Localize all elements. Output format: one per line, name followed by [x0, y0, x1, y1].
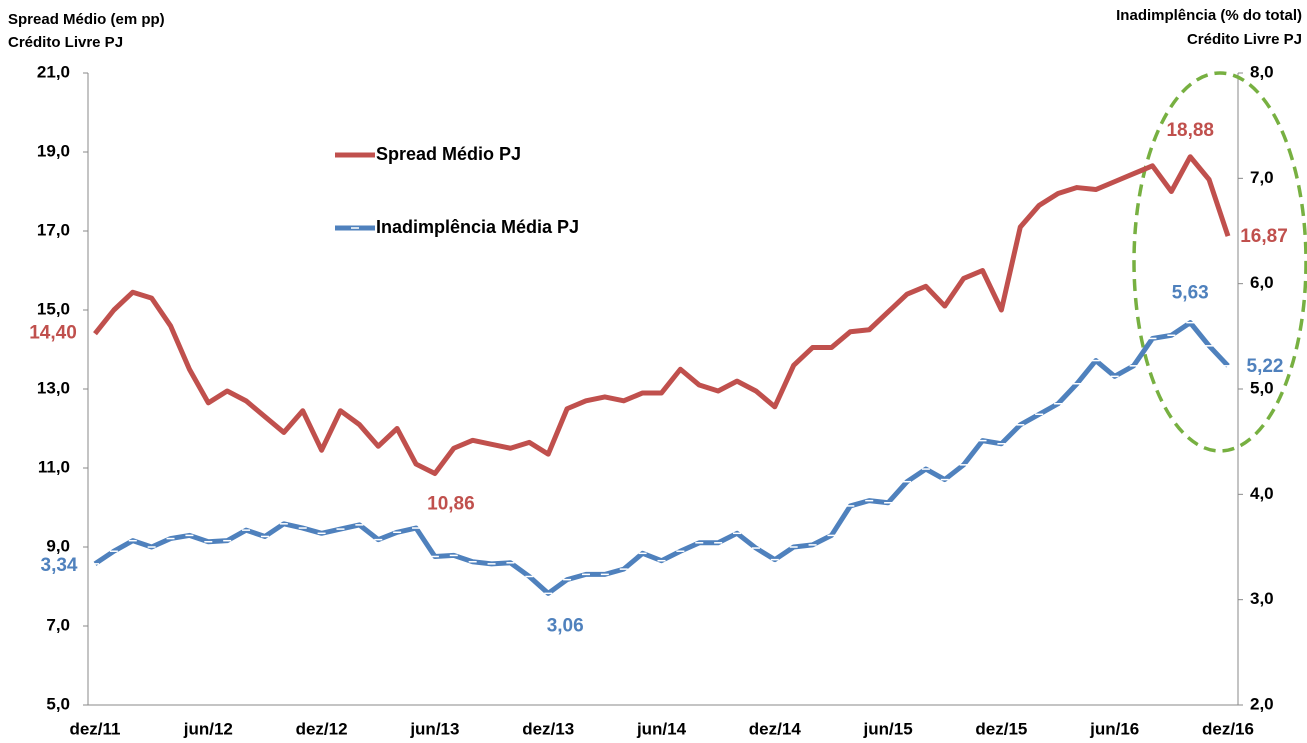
y-tick-label: 11,0 [38, 457, 70, 476]
series-line [93, 154, 1231, 477]
x-tick-label: jun/12 [183, 719, 233, 738]
data-label: 3,34 [41, 555, 78, 576]
y-tick-label: 19,0 [37, 141, 70, 160]
y2-tick-label: 5,0 [1250, 378, 1274, 397]
highlight-ellipse [1132, 71, 1307, 453]
x-tick-label: jun/13 [409, 719, 459, 738]
x-tick-label: dez/11 [69, 719, 120, 738]
x-tick-label: dez/13 [522, 719, 574, 738]
y-axis-title: Crédito Livre PJ [8, 34, 123, 51]
data-label: 10,86 [427, 494, 475, 515]
series-line [93, 320, 1230, 596]
x-tick-label: jun/15 [863, 719, 913, 738]
y2-tick-label: 4,0 [1250, 484, 1274, 503]
y2-tick-label: 8,0 [1250, 62, 1274, 81]
legend-label: Inadimplência Média PJ [376, 217, 579, 237]
x-tick-label: dez/14 [749, 719, 802, 738]
y-tick-label: 5,0 [46, 694, 70, 713]
data-label: 16,87 [1240, 226, 1288, 247]
legend-label: Spread Médio PJ [376, 144, 521, 164]
data-label: 3,06 [547, 615, 584, 636]
data-label: 5,63 [1172, 283, 1209, 304]
y2-axis-title: Crédito Livre PJ [1187, 31, 1302, 48]
y2-tick-label: 2,0 [1250, 694, 1274, 713]
y-tick-label: 7,0 [46, 615, 70, 634]
y-tick-label: 15,0 [37, 299, 70, 318]
data-label: 14,40 [29, 323, 77, 344]
y2-tick-label: 3,0 [1250, 589, 1274, 608]
y-axis-title: Spread Médio (em pp) [8, 11, 165, 28]
y2-axis-title: Inadimplência (% do total) [1116, 7, 1302, 24]
x-tick-label: jun/14 [636, 719, 687, 738]
x-tick-label: dez/15 [975, 719, 1027, 738]
data-label: 5,22 [1247, 356, 1284, 377]
x-tick-label: jun/16 [1089, 719, 1139, 738]
y-tick-label: 17,0 [37, 220, 70, 239]
y2-tick-label: 7,0 [1250, 168, 1274, 187]
y2-tick-label: 6,0 [1250, 273, 1274, 292]
x-tick-label: dez/12 [296, 719, 348, 738]
data-label: 18,88 [1166, 120, 1214, 141]
y-tick-label: 21,0 [37, 62, 70, 81]
x-tick-label: dez/16 [1202, 719, 1254, 738]
y-tick-label: 13,0 [37, 378, 70, 397]
y-tick-label: 9,0 [46, 536, 70, 555]
